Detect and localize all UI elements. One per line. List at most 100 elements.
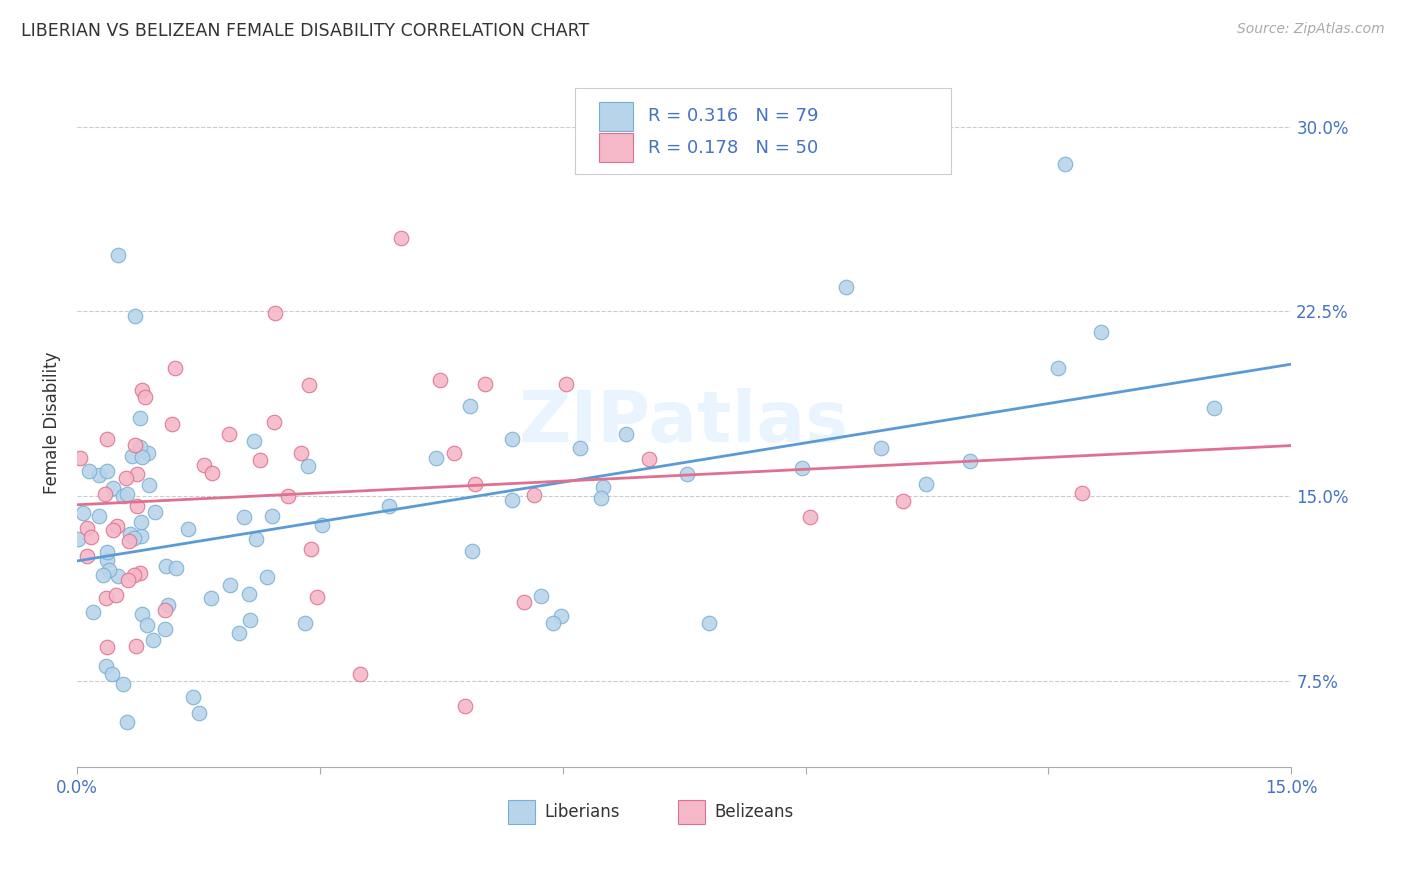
- Point: [541, 615, 564, 630]
- Point: [101, 523, 124, 537]
- FancyBboxPatch shape: [599, 133, 633, 162]
- Point: [201, 466, 224, 480]
- Point: [72, 506, 94, 520]
- Point: [101, 667, 124, 681]
- Point: [125, 467, 148, 482]
- Point: [228, 626, 250, 640]
- Point: [131, 450, 153, 464]
- Point: [89, 468, 111, 483]
- Point: [264, 306, 287, 320]
- Point: [136, 618, 159, 632]
- Point: [592, 480, 614, 494]
- Point: [163, 360, 186, 375]
- Point: [349, 666, 371, 681]
- Text: LIBERIAN VS BELIZEAN FEMALE DISABILITY CORRELATION CHART: LIBERIAN VS BELIZEAN FEMALE DISABILITY C…: [21, 22, 589, 40]
- Point: [569, 441, 592, 455]
- Y-axis label: Female Disability: Female Disability: [44, 351, 60, 493]
- Point: [200, 591, 222, 605]
- Point: [129, 410, 152, 425]
- Point: [299, 542, 322, 557]
- Point: [305, 591, 328, 605]
- FancyBboxPatch shape: [508, 799, 534, 823]
- Point: [453, 698, 475, 713]
- Point: [1204, 401, 1226, 415]
- Point: [118, 533, 141, 548]
- Point: [118, 526, 141, 541]
- Point: [122, 568, 145, 582]
- Point: [125, 639, 148, 653]
- Point: [160, 417, 183, 432]
- FancyBboxPatch shape: [599, 102, 633, 130]
- Point: [122, 531, 145, 545]
- Point: [134, 390, 156, 404]
- Point: [143, 505, 166, 519]
- Point: [129, 528, 152, 542]
- Point: [530, 589, 553, 603]
- Point: [959, 454, 981, 468]
- Point: [277, 489, 299, 503]
- Point: [389, 230, 412, 244]
- Point: [218, 578, 240, 592]
- Point: [262, 509, 284, 524]
- Point: [125, 500, 148, 514]
- Point: [294, 615, 316, 630]
- Point: [513, 594, 536, 608]
- Point: [193, 458, 215, 473]
- FancyBboxPatch shape: [678, 799, 704, 823]
- Point: [96, 433, 118, 447]
- Point: [474, 376, 496, 391]
- Point: [914, 477, 936, 491]
- Point: [96, 544, 118, 558]
- Point: [218, 427, 240, 442]
- Point: [155, 558, 177, 573]
- Point: [256, 570, 278, 584]
- Point: [96, 640, 118, 654]
- Point: [697, 615, 720, 630]
- Point: [142, 632, 165, 647]
- Point: [96, 464, 118, 478]
- Point: [501, 493, 523, 508]
- Point: [297, 459, 319, 474]
- Point: [131, 384, 153, 398]
- Point: [425, 451, 447, 466]
- Point: [96, 553, 118, 567]
- Point: [238, 586, 260, 600]
- Point: [117, 574, 139, 588]
- Point: [94, 486, 117, 500]
- Point: [124, 437, 146, 451]
- Point: [443, 446, 465, 460]
- Point: [550, 608, 572, 623]
- Point: [121, 449, 143, 463]
- Point: [124, 309, 146, 323]
- Point: [187, 706, 209, 720]
- Point: [107, 568, 129, 582]
- Point: [501, 432, 523, 446]
- Point: [138, 478, 160, 492]
- Point: [115, 471, 138, 485]
- Point: [177, 522, 200, 536]
- Point: [156, 598, 179, 612]
- Text: R = 0.316   N = 79: R = 0.316 N = 79: [648, 107, 818, 125]
- Point: [1090, 325, 1112, 339]
- Point: [111, 489, 134, 503]
- Point: [555, 376, 578, 391]
- Point: [117, 714, 139, 729]
- Point: [1070, 486, 1092, 500]
- Point: [153, 623, 176, 637]
- Point: [245, 533, 267, 547]
- Point: [239, 614, 262, 628]
- Point: [311, 517, 333, 532]
- Point: [80, 530, 103, 544]
- Point: [464, 476, 486, 491]
- Point: [105, 519, 128, 533]
- Point: [165, 561, 187, 575]
- Point: [112, 677, 135, 691]
- Point: [675, 467, 697, 482]
- Point: [69, 450, 91, 465]
- Point: [96, 591, 118, 606]
- Point: [76, 549, 98, 563]
- Point: [1053, 156, 1076, 170]
- Point: [136, 445, 159, 459]
- Point: [298, 378, 321, 392]
- Point: [82, 605, 104, 619]
